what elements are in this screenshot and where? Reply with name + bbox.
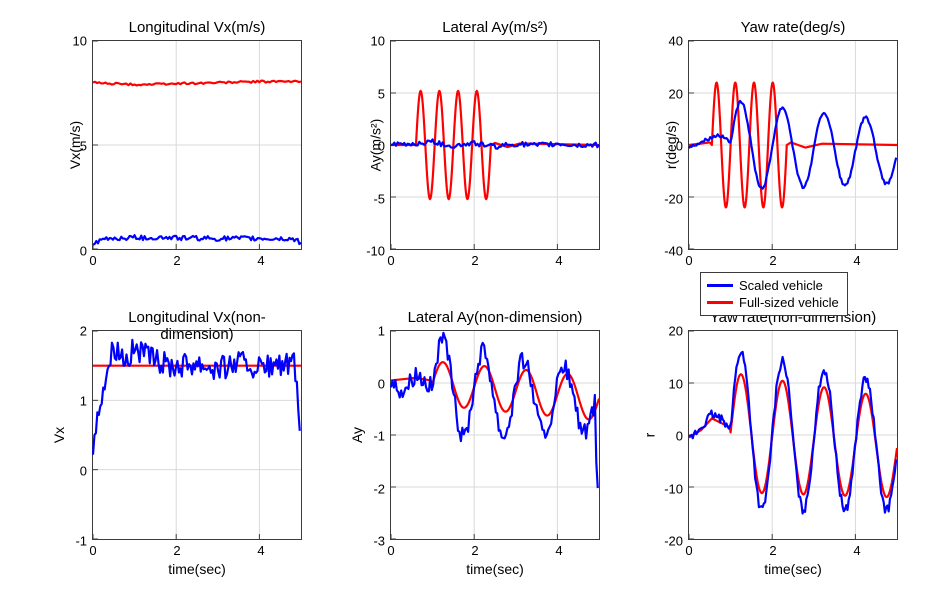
xtick: 4	[257, 539, 264, 558]
xtick: 4	[853, 249, 860, 268]
ytick: -20	[664, 191, 689, 206]
ytick: 1	[80, 394, 93, 409]
ytick: 0	[676, 139, 689, 154]
plot-svg	[391, 331, 599, 539]
ytick: 0	[676, 429, 689, 444]
xtick: 4	[257, 249, 264, 268]
legend-label: Scaled vehicle	[739, 277, 823, 294]
ytick: -10	[664, 481, 689, 496]
xtick: 4	[555, 249, 562, 268]
xtick: 0	[387, 249, 394, 268]
xlabel: time(sec)	[689, 561, 897, 577]
panel-vx_dim: Longitudinal Vx(m/s)Vx(m/s)0510024	[92, 40, 302, 250]
ytick: 20	[669, 86, 689, 101]
xtick: 4	[555, 539, 562, 558]
ytick: 10	[371, 34, 391, 49]
xtick: 0	[685, 249, 692, 268]
ylabel: r	[641, 433, 657, 438]
plot-svg	[391, 41, 599, 249]
xtick: 2	[769, 539, 776, 558]
ytick: 40	[669, 34, 689, 49]
legend-swatch	[707, 284, 733, 287]
ytick: 10	[73, 34, 93, 49]
plot-svg	[689, 331, 897, 539]
panel-ay_dim: Lateral Ay(m/s²)Ay(m/s²)-10-50510024	[390, 40, 600, 250]
legend: Scaled vehicleFull-sized vehicle	[700, 272, 848, 316]
ytick: -1	[373, 429, 391, 444]
ytick: -2	[373, 481, 391, 496]
xtick: 0	[685, 539, 692, 558]
panel-title: Lateral Ay(non-dimension)	[391, 309, 599, 326]
legend-item: Full-sized vehicle	[707, 294, 839, 311]
ytick: 20	[669, 324, 689, 339]
ytick: 0	[378, 139, 391, 154]
ylabel: Vx	[51, 427, 67, 443]
panel-ay_nd: Lateral Ay(non-dimension)Aytime(sec)-3-2…	[390, 330, 600, 540]
ytick: 5	[80, 139, 93, 154]
series-full	[93, 81, 301, 86]
series-scaled	[93, 235, 301, 244]
panel-title: Lateral Ay(m/s²)	[391, 19, 599, 36]
xtick: 4	[853, 539, 860, 558]
ytick: 1	[378, 324, 391, 339]
plot-svg	[689, 41, 897, 249]
panel-title: Longitudinal Vx(m/s)	[93, 19, 301, 36]
plot-svg	[93, 41, 301, 249]
panel-title: Yaw rate(deg/s)	[689, 19, 897, 36]
ytick: 0	[378, 376, 391, 391]
legend-item: Scaled vehicle	[707, 277, 839, 294]
xlabel: time(sec)	[93, 561, 301, 577]
panel-vx_nd: Longitudinal Vx(non-dimension)Vxtime(sec…	[92, 330, 302, 540]
series-scaled	[93, 340, 300, 455]
xtick: 2	[471, 539, 478, 558]
panel-r_dim: Yaw rate(deg/s)r(deg/s)-40-2002040024	[688, 40, 898, 250]
ytick: 5	[378, 86, 391, 101]
legend-label: Full-sized vehicle	[739, 294, 839, 311]
series-scaled	[689, 352, 896, 514]
ytick: 2	[80, 324, 93, 339]
ytick: 10	[669, 376, 689, 391]
figure-root: Longitudinal Vx(m/s)Vx(m/s)0510024 Latera…	[0, 0, 926, 604]
ytick: 0	[80, 464, 93, 479]
xtick: 0	[89, 249, 96, 268]
plot-svg	[93, 331, 301, 539]
xtick: 2	[173, 539, 180, 558]
ytick: -5	[373, 191, 391, 206]
ylabel: Ay	[349, 427, 365, 443]
xtick: 2	[173, 249, 180, 268]
xtick: 0	[387, 539, 394, 558]
xlabel: time(sec)	[391, 561, 599, 577]
xtick: 2	[471, 249, 478, 268]
series-scaled	[391, 333, 598, 488]
xtick: 2	[769, 249, 776, 268]
legend-swatch	[707, 301, 733, 304]
xtick: 0	[89, 539, 96, 558]
panel-r_nd: Yaw rate(non-dimension)rtime(sec)-20-100…	[688, 330, 898, 540]
